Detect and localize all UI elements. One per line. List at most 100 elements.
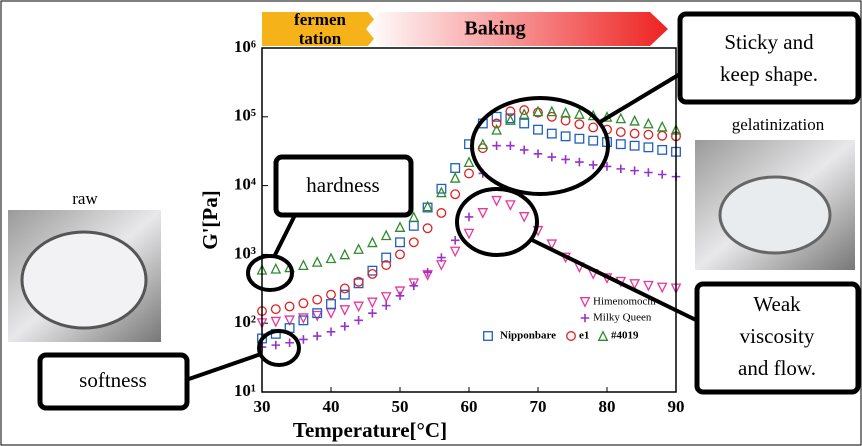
marker bbox=[630, 141, 639, 150]
marker bbox=[327, 327, 336, 336]
y-axis-label: G'[Pa] bbox=[198, 190, 222, 249]
photo-bowl bbox=[22, 232, 146, 328]
legend-label: #4019 bbox=[611, 330, 639, 342]
marker bbox=[658, 122, 667, 131]
marker bbox=[368, 270, 377, 279]
marker bbox=[617, 128, 626, 137]
marker bbox=[354, 245, 363, 254]
phase-label: fermen bbox=[294, 10, 346, 29]
highlight-ellipse bbox=[259, 331, 299, 365]
marker bbox=[561, 108, 570, 117]
marker bbox=[617, 140, 626, 149]
x-tick-label: 40 bbox=[323, 397, 340, 416]
marker bbox=[575, 158, 584, 167]
marker bbox=[341, 284, 350, 293]
marker bbox=[396, 238, 405, 247]
marker bbox=[644, 143, 653, 152]
marker bbox=[272, 305, 281, 314]
photo-label: gelatinization bbox=[732, 115, 825, 134]
y-tick-label: 10¹ bbox=[234, 381, 256, 400]
marker bbox=[534, 125, 543, 134]
callout-text: Sticky and bbox=[724, 30, 814, 54]
marker bbox=[451, 236, 460, 245]
marker bbox=[437, 261, 446, 270]
marker bbox=[465, 158, 474, 167]
x-tick-label: 30 bbox=[254, 397, 271, 416]
connector bbox=[186, 354, 261, 380]
marker bbox=[341, 250, 350, 259]
marker bbox=[506, 201, 515, 210]
marker bbox=[520, 213, 529, 222]
y-tick-label: 10⁶ bbox=[234, 37, 256, 56]
highlight-ellipse bbox=[248, 256, 292, 290]
marker bbox=[644, 119, 653, 128]
callout-text: viscosity bbox=[740, 324, 815, 348]
marker bbox=[382, 231, 391, 240]
marker bbox=[644, 168, 653, 177]
marker bbox=[354, 302, 363, 311]
y-tick-label: 10⁴ bbox=[234, 175, 256, 194]
legend-marker bbox=[567, 332, 576, 341]
marker bbox=[548, 107, 557, 116]
marker bbox=[272, 264, 281, 273]
marker bbox=[327, 309, 336, 318]
marker bbox=[354, 316, 363, 325]
photo-label: raw bbox=[72, 189, 98, 208]
marker bbox=[617, 165, 626, 174]
marker bbox=[479, 209, 488, 218]
highlight-ellipse bbox=[457, 189, 537, 255]
marker bbox=[589, 161, 598, 170]
marker bbox=[410, 238, 419, 247]
marker bbox=[423, 268, 432, 277]
marker bbox=[575, 110, 584, 119]
marker bbox=[451, 173, 460, 182]
callout-text: hardness bbox=[306, 173, 379, 197]
marker bbox=[341, 306, 350, 315]
marker bbox=[644, 130, 653, 139]
marker bbox=[327, 254, 336, 263]
chart: fermen tation Baking Temperature[°C] G'[… bbox=[0, 0, 862, 446]
marker bbox=[437, 188, 446, 197]
marker bbox=[534, 149, 543, 158]
marker bbox=[437, 209, 446, 218]
y-tick-label: 10⁵ bbox=[234, 106, 256, 125]
marker bbox=[382, 293, 391, 302]
marker bbox=[272, 317, 281, 326]
y-tick-label: 10² bbox=[234, 312, 256, 331]
marker bbox=[451, 164, 460, 173]
marker bbox=[285, 302, 294, 311]
marker bbox=[589, 136, 598, 145]
marker bbox=[313, 312, 322, 321]
marker bbox=[492, 197, 501, 206]
marker bbox=[451, 190, 460, 199]
marker bbox=[575, 134, 584, 143]
marker bbox=[382, 301, 391, 310]
marker bbox=[465, 169, 474, 178]
marker bbox=[658, 170, 667, 179]
marker bbox=[589, 123, 598, 132]
marker bbox=[327, 300, 336, 309]
marker bbox=[520, 146, 529, 155]
marker bbox=[396, 292, 405, 301]
legend-marker bbox=[581, 314, 590, 323]
marker bbox=[313, 332, 322, 341]
x-axis-label: Temperature[°C] bbox=[293, 418, 447, 442]
marker bbox=[465, 229, 474, 238]
marker bbox=[341, 322, 350, 331]
connector bbox=[532, 240, 700, 322]
legend-marker bbox=[581, 298, 590, 307]
marker bbox=[313, 258, 322, 267]
marker bbox=[561, 132, 570, 141]
marker bbox=[575, 120, 584, 129]
x-tick-label: 80 bbox=[599, 397, 616, 416]
callout-text: keep shape. bbox=[720, 62, 818, 86]
marker bbox=[299, 261, 308, 270]
legend-marker bbox=[484, 332, 493, 341]
marker bbox=[617, 114, 626, 123]
marker bbox=[299, 314, 308, 323]
legend-label: e1 bbox=[579, 330, 589, 342]
marker bbox=[548, 129, 557, 138]
phase-label: Baking bbox=[464, 18, 525, 40]
marker bbox=[534, 107, 543, 116]
marker bbox=[658, 146, 667, 155]
